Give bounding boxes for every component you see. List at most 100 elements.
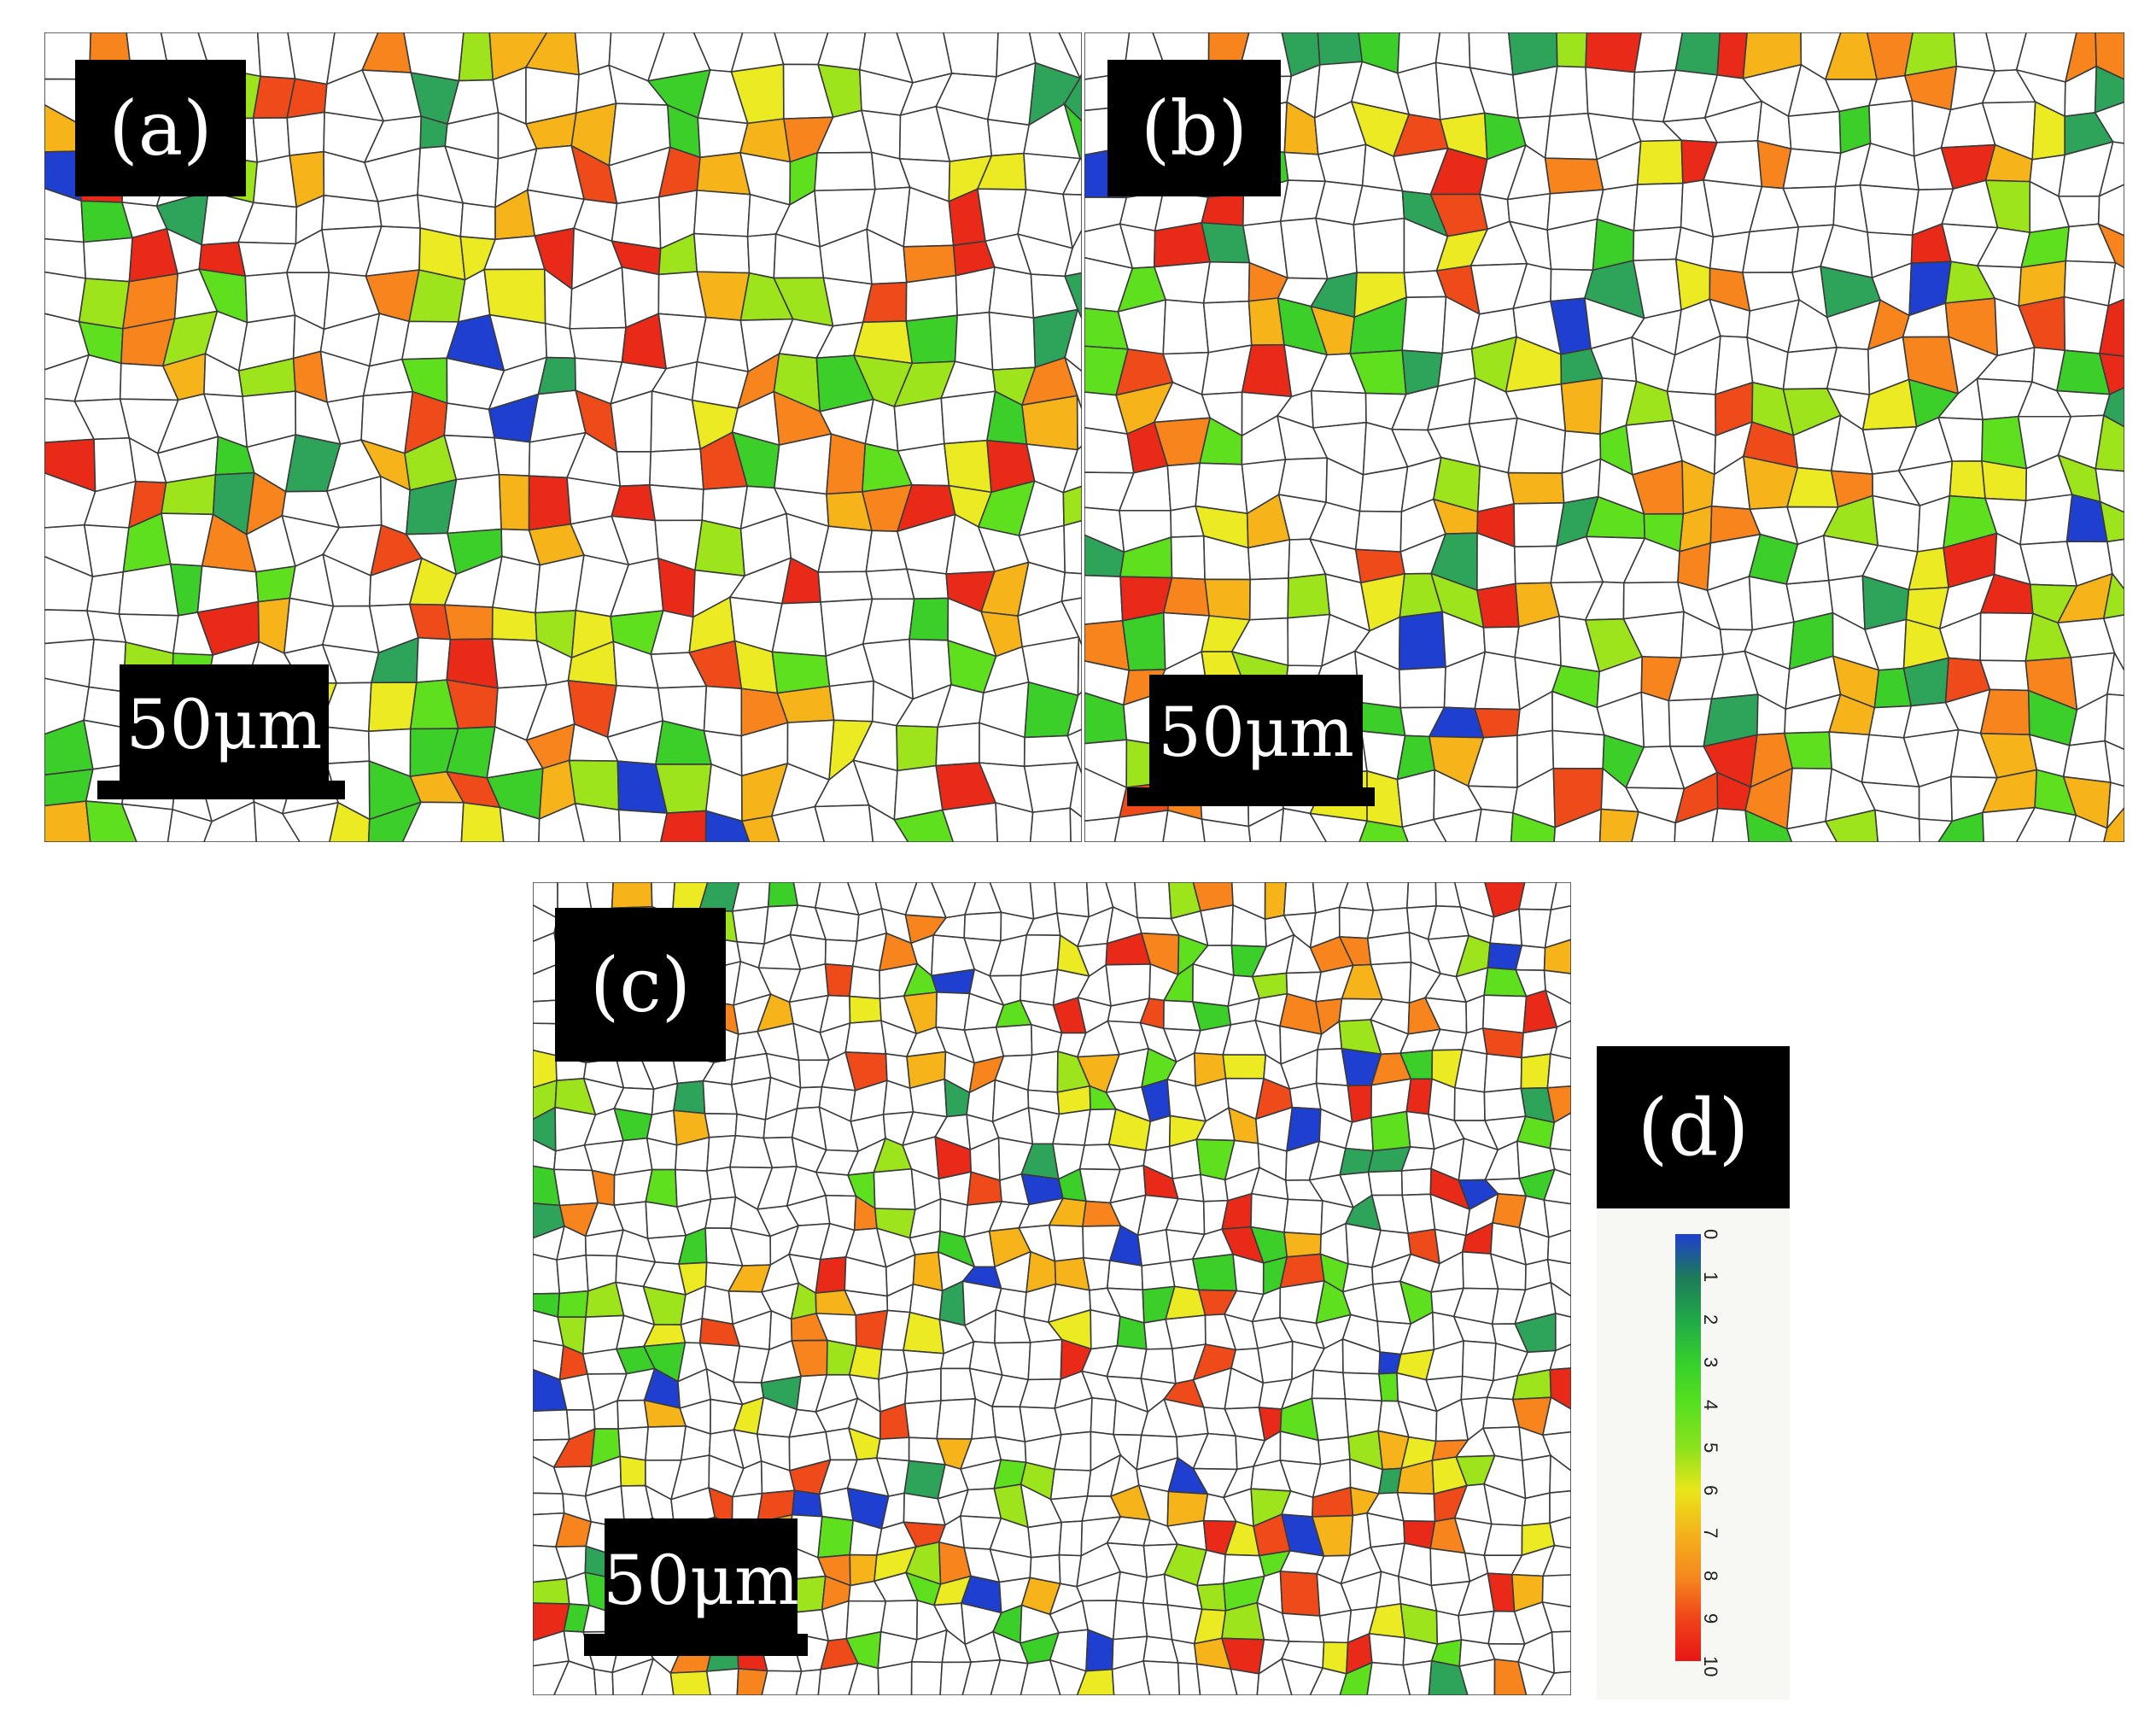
- grain: [2094, 65, 2124, 114]
- grain: [1309, 1667, 1347, 1695]
- ebsd-map-a: (a) 50μm: [44, 32, 1082, 842]
- grain: [905, 274, 958, 322]
- legend-tick-9: 9: [1700, 1613, 1721, 1624]
- grain: [817, 1515, 854, 1559]
- grain: [1633, 226, 1682, 261]
- grain: [877, 1660, 913, 1695]
- grain: [1549, 1489, 1571, 1524]
- grain: [1481, 994, 1528, 1034]
- grain: [995, 801, 1034, 842]
- grain: [2095, 32, 2124, 80]
- grain: [955, 266, 996, 317]
- grain: [796, 1085, 823, 1109]
- grain: [2015, 806, 2077, 842]
- grain: [1090, 1308, 1121, 1350]
- grain: [203, 800, 258, 842]
- grain: [1077, 636, 1082, 698]
- grain: [1401, 818, 1447, 842]
- grain: [1541, 1544, 1571, 1577]
- grain: [1066, 691, 1082, 737]
- grain: [611, 196, 662, 250]
- grain: [1201, 221, 1251, 264]
- grain: [873, 1167, 916, 1211]
- grain: [460, 801, 505, 842]
- grain: [1191, 1253, 1238, 1292]
- grain: [1162, 576, 1211, 617]
- grain: [2098, 141, 2124, 198]
- grain: [557, 1290, 589, 1318]
- grain: [1549, 1147, 1571, 1176]
- grain: [1429, 1548, 1471, 1587]
- grain: [824, 939, 858, 968]
- grain: [1136, 1228, 1171, 1267]
- grain: [617, 809, 669, 842]
- grain: [1162, 809, 1206, 842]
- grain: [659, 810, 707, 842]
- grain: [1633, 32, 1684, 73]
- grain: [528, 475, 572, 531]
- grain: [1029, 807, 1072, 842]
- grain: [1782, 148, 1842, 190]
- grain: [2098, 298, 2124, 357]
- grain: [943, 439, 992, 494]
- grain: [1435, 1610, 1463, 1646]
- grain: [1549, 1454, 1571, 1494]
- grain: [1549, 1516, 1571, 1549]
- grain: [1020, 968, 1059, 1006]
- grain: [1551, 729, 1605, 769]
- grain: [1366, 931, 1412, 966]
- legend-tick-6: 6: [1700, 1485, 1721, 1496]
- grain: [943, 32, 999, 78]
- grain: [1543, 969, 1571, 1005]
- grain: [1281, 1612, 1325, 1643]
- grain: [1029, 882, 1058, 920]
- grain: [1549, 1112, 1571, 1151]
- grain: [909, 597, 949, 641]
- grain: [401, 801, 465, 842]
- grain: [569, 326, 627, 363]
- grain: [1546, 1258, 1571, 1297]
- grain: [1859, 184, 1919, 237]
- grain: [903, 1367, 942, 1405]
- grain: [896, 724, 938, 772]
- grain: [1541, 1574, 1571, 1608]
- grain: [1785, 820, 1838, 842]
- legend-tick-7: 7: [1700, 1528, 1721, 1539]
- grain: [1475, 808, 1514, 842]
- grain: [1549, 1343, 1571, 1371]
- grain: [1248, 577, 1289, 621]
- grain: [1541, 1600, 1571, 1633]
- grain: [494, 436, 531, 477]
- grain: [1366, 882, 1410, 911]
- grain: [1434, 32, 1471, 69]
- grain: [704, 810, 751, 842]
- grain: [1142, 1573, 1169, 1606]
- grain: [1140, 1348, 1177, 1384]
- ebsd-map-b: (b) 50μm: [1084, 32, 2124, 842]
- grain: [167, 808, 213, 842]
- grain: [1824, 809, 1879, 842]
- grain: [1366, 1661, 1411, 1695]
- grain: [1311, 1369, 1347, 1400]
- grain: [1121, 611, 1166, 671]
- grain: [1069, 759, 1082, 818]
- grain: [848, 1662, 879, 1695]
- grain: [640, 1658, 675, 1695]
- grain: [828, 680, 874, 723]
- panel-label-b: (b): [1107, 60, 1281, 196]
- grain: [1195, 462, 1248, 515]
- grain: [1060, 597, 1082, 646]
- grain: [2106, 781, 2124, 831]
- grain: [1063, 519, 1082, 575]
- grain: [1585, 32, 1643, 73]
- grain: [1553, 808, 1603, 842]
- grain: [552, 1168, 599, 1207]
- grain: [1370, 1110, 1411, 1152]
- grain: [865, 568, 915, 600]
- grain: [408, 269, 466, 323]
- grain: [935, 722, 980, 767]
- grain: [990, 1659, 1029, 1695]
- grain: [849, 995, 882, 1024]
- grain: [1507, 471, 1565, 505]
- grain: [1287, 573, 1331, 619]
